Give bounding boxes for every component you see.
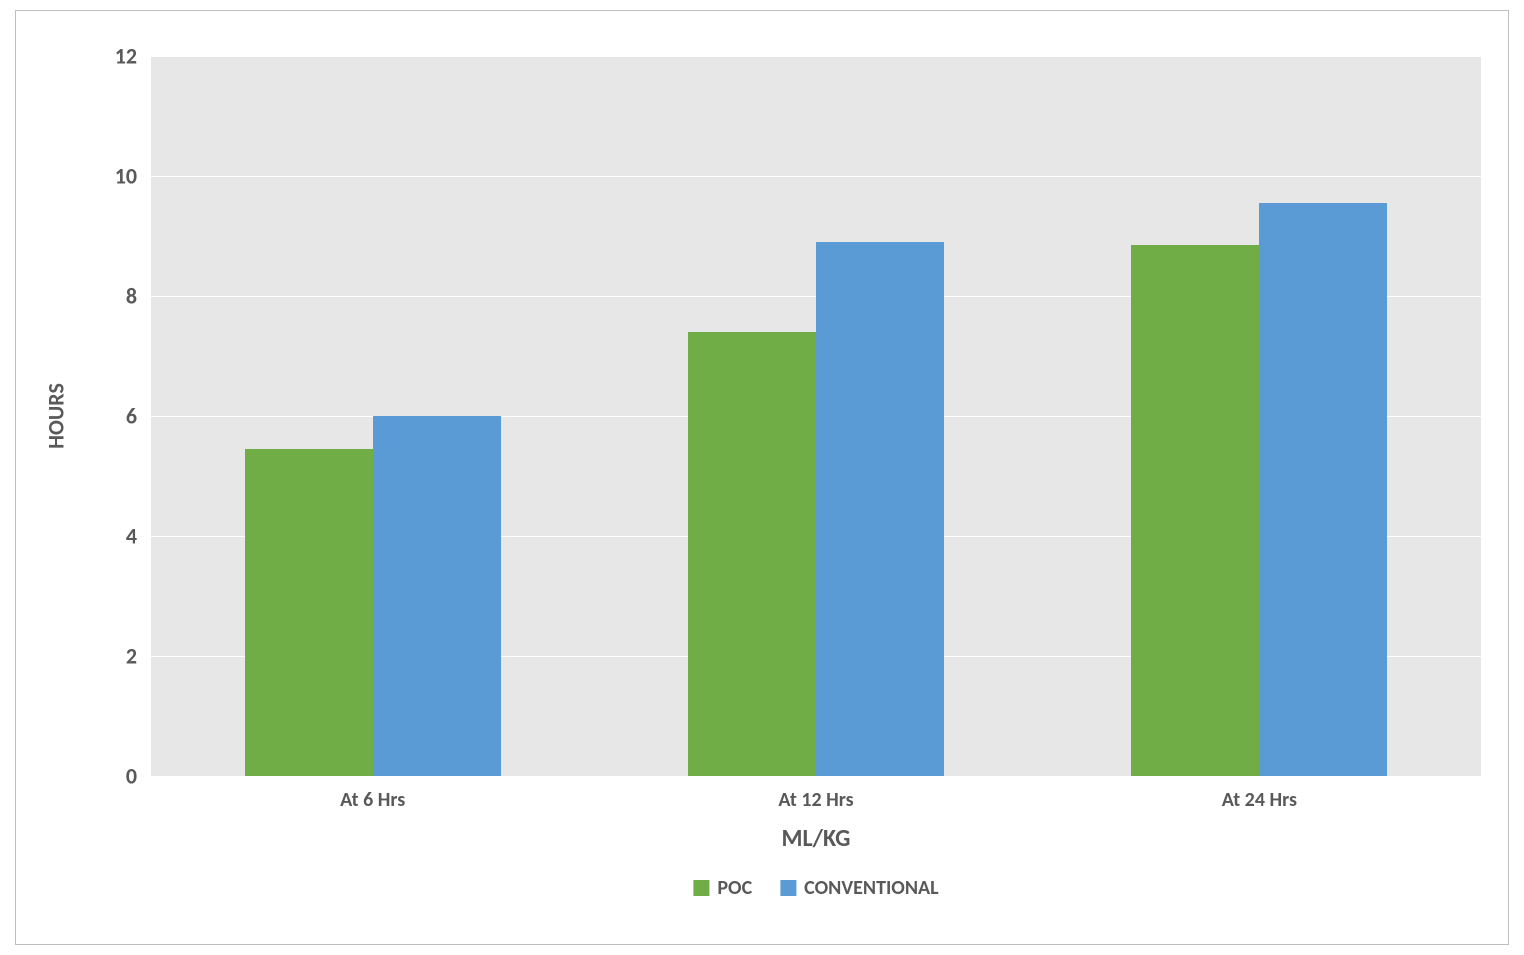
gridline (151, 776, 1481, 777)
bar (1259, 203, 1387, 776)
y-tick-label: 4 (126, 523, 137, 550)
legend-item: CONVENTIONAL (780, 876, 938, 900)
bar (816, 242, 944, 776)
legend-item: POC (693, 876, 752, 900)
y-tick-label: 0 (126, 763, 137, 790)
x-tick-label: At 6 Hrs (340, 788, 405, 812)
bar (373, 416, 501, 776)
y-tick-label: 2 (126, 643, 137, 670)
y-tick-label: 6 (126, 403, 137, 430)
gridline (151, 56, 1481, 57)
y-tick-label: 8 (126, 283, 137, 310)
legend-label: POC (717, 876, 752, 900)
bar (688, 332, 816, 776)
chart-legend: POC CONVENTIONAL (693, 876, 938, 900)
bar (245, 449, 373, 776)
plot-area: 024681012At 6 HrsAt 12 HrsAt 24 Hrs (151, 56, 1481, 776)
bar (1131, 245, 1259, 776)
y-axis-title: HOURS (43, 383, 70, 449)
x-tick-label: At 12 Hrs (778, 788, 853, 812)
y-tick-label: 12 (115, 43, 137, 70)
x-axis-title: ML/KG (782, 824, 851, 853)
x-tick-label: At 24 Hrs (1222, 788, 1297, 812)
legend-swatch (780, 880, 796, 896)
chart-inner-frame: 024681012At 6 HrsAt 12 HrsAt 24 Hrs HOUR… (15, 10, 1509, 945)
y-tick-label: 10 (115, 163, 137, 190)
legend-swatch (693, 880, 709, 896)
legend-label: CONVENTIONAL (804, 876, 938, 900)
gridline (151, 176, 1481, 177)
chart-container: 024681012At 6 HrsAt 12 HrsAt 24 Hrs HOUR… (0, 0, 1524, 955)
